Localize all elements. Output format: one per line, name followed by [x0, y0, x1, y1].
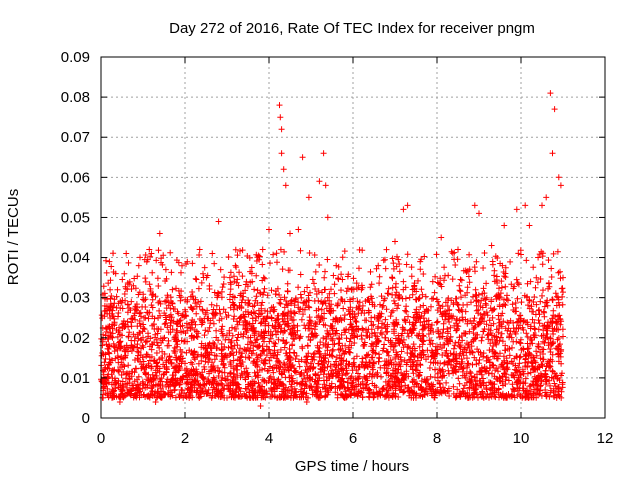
- y-tick-label: 0.02: [61, 330, 90, 347]
- chart-title: Day 272 of 2016, Rate Of TEC Index for r…: [169, 20, 535, 37]
- y-tick-label: 0.04: [61, 250, 90, 267]
- y-axis-label: ROTI / TECUs: [5, 189, 22, 285]
- y-tick-label: 0.01: [61, 370, 90, 387]
- x-tick-label: 0: [97, 430, 105, 447]
- x-tick-label: 12: [597, 430, 614, 447]
- y-tick-label: 0.08: [61, 89, 90, 106]
- y-tick-label: 0.03: [61, 290, 90, 307]
- y-tick-label: 0.06: [61, 169, 90, 186]
- y-tick-label: 0: [82, 410, 90, 427]
- data-points: [98, 90, 566, 409]
- x-axis-label: GPS time / hours: [295, 458, 409, 475]
- axis-ticks: 0 2 4 6 8 10 12 0 0.01 0.02 0.03 0.04 0.05 0.06 0.07 0.…: [61, 49, 614, 447]
- y-tick-label: 0.09: [61, 49, 90, 66]
- x-tick-label: 4: [265, 430, 273, 447]
- x-tick-label: 8: [433, 430, 441, 447]
- x-tick-label: 2: [181, 430, 189, 447]
- x-tick-label: 10: [513, 430, 530, 447]
- y-tick-label: 0.07: [61, 129, 90, 146]
- x-tick-label: 6: [349, 430, 357, 447]
- roti-data-points: [98, 90, 566, 409]
- y-tick-label: 0.05: [61, 209, 90, 226]
